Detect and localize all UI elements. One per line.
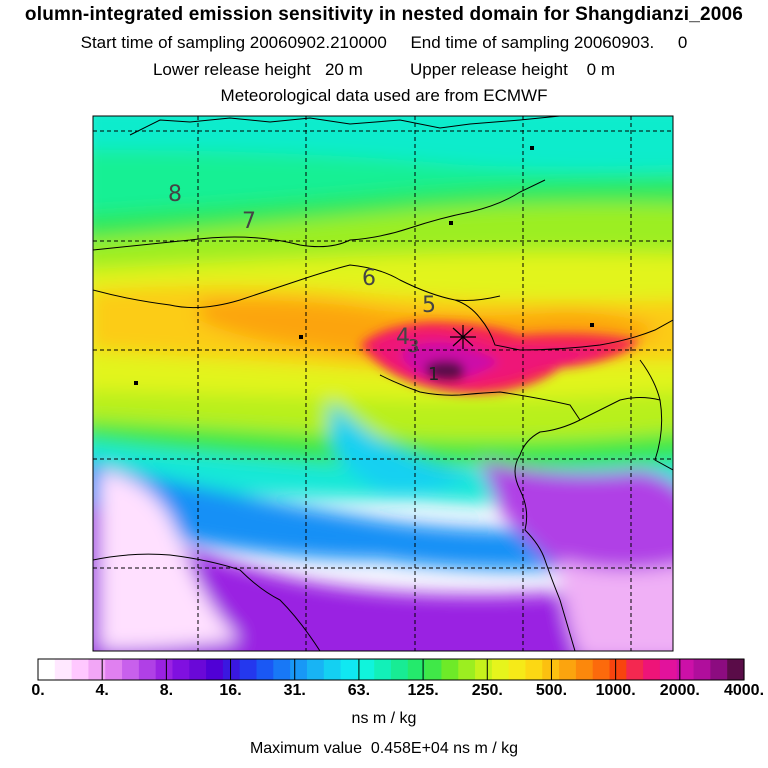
colorbar-tick-label: 16. — [219, 682, 242, 699]
colorbar-tick-label: 500. — [535, 682, 568, 699]
city-marker — [299, 335, 303, 339]
map-frame — [92, 115, 674, 652]
plot-title: olumn-integrated emission sensitivity in… — [24, 4, 744, 25]
contour-label: 3 — [408, 336, 419, 357]
colorbar-cell — [458, 659, 476, 680]
colorbar-cell — [340, 659, 358, 680]
colorbar-cell — [424, 659, 443, 680]
colorbar-cell — [626, 659, 644, 680]
colorbar-cells — [38, 659, 745, 680]
colorbar-cell — [306, 659, 325, 680]
colorbar-frame — [37, 658, 745, 681]
colorbar-cell — [676, 659, 695, 680]
colorbar-cell — [575, 659, 594, 680]
colorbar-tick-label: 250. — [471, 682, 503, 699]
colorbar-cell — [357, 659, 375, 680]
release-height-line: Lower release height 20 m Upper release … — [152, 60, 616, 79]
colorbar-cell — [105, 659, 123, 680]
contour-label: 8 — [168, 182, 182, 207]
colorbar-cell — [222, 659, 241, 680]
colorbar-cell — [71, 659, 90, 680]
colorbar-cell — [659, 659, 678, 680]
lat-lon-grid — [93, 116, 673, 651]
colorbar-cell — [54, 659, 73, 680]
colorbar-cell — [138, 659, 157, 680]
colorbar-cell — [441, 659, 459, 680]
city-marker — [134, 381, 138, 385]
country-borders — [93, 116, 673, 651]
colorbar-cell — [391, 659, 409, 680]
colorbar-cell — [239, 659, 258, 680]
colorbar-cell — [609, 659, 627, 680]
colorbar-cell — [206, 659, 224, 680]
receptor-star-icon — [450, 325, 476, 349]
sampling-time-line: Start time of sampling 20060902.210000 E… — [80, 33, 688, 52]
colorbar-cell — [155, 659, 174, 680]
colorbar-cell — [38, 659, 56, 680]
contour-label: 5 — [422, 293, 436, 318]
colorbar-units: ns m / kg — [351, 710, 417, 727]
colorbar-tick-label: 125. — [407, 682, 439, 699]
colorbar-tick-label: 2000. — [659, 682, 700, 699]
colorbar-cell — [407, 659, 426, 680]
colorbar-cell — [727, 659, 745, 680]
colorbar-cell — [273, 659, 291, 680]
colorbar-cell — [491, 659, 510, 680]
map-field — [93, 116, 673, 651]
city-marker — [590, 323, 594, 327]
colorbar-cell — [693, 659, 711, 680]
colorbar-cell — [710, 659, 728, 680]
colorbar-cell — [290, 659, 308, 680]
colorbar-tick-label: 63. — [347, 682, 371, 699]
colorbar-cell — [122, 659, 140, 680]
colorbar-cell — [88, 659, 106, 680]
max-value-text: Maximum value 0.458E+04 ns m / kg — [249, 740, 519, 757]
colorbar-cell — [559, 659, 577, 680]
city-marker — [530, 146, 534, 150]
colorbar-cell — [508, 659, 527, 680]
colorbar-tick-label: 4. — [95, 682, 109, 699]
colorbar-tick-label: 1000. — [595, 682, 636, 699]
contour-label: 1 — [428, 364, 439, 385]
colorbar-cell — [643, 659, 661, 680]
colorbar-cell — [475, 659, 493, 680]
contour-label: 4 — [396, 325, 410, 350]
colorbar-cell — [256, 659, 274, 680]
colorbar-cell — [525, 659, 543, 680]
met-data-line: Meteorological data used are from ECMWF — [220, 86, 548, 105]
contour-label: 6 — [362, 266, 376, 291]
colorbar-cell — [189, 659, 207, 680]
colorbar-tick-label: 4000. — [723, 682, 765, 699]
contour-label: 7 — [242, 209, 256, 234]
colorbar-cell — [374, 659, 392, 680]
colorbar-cell — [323, 659, 342, 680]
colorbar-cell — [172, 659, 190, 680]
colorbar-cell — [592, 659, 611, 680]
colorbar-tick-label: 0. — [31, 682, 45, 699]
city-markers — [134, 146, 594, 385]
colorbar-tick-label: 31. — [283, 682, 306, 699]
city-marker — [449, 221, 453, 225]
colorbar-tick-label: 8. — [159, 682, 174, 699]
